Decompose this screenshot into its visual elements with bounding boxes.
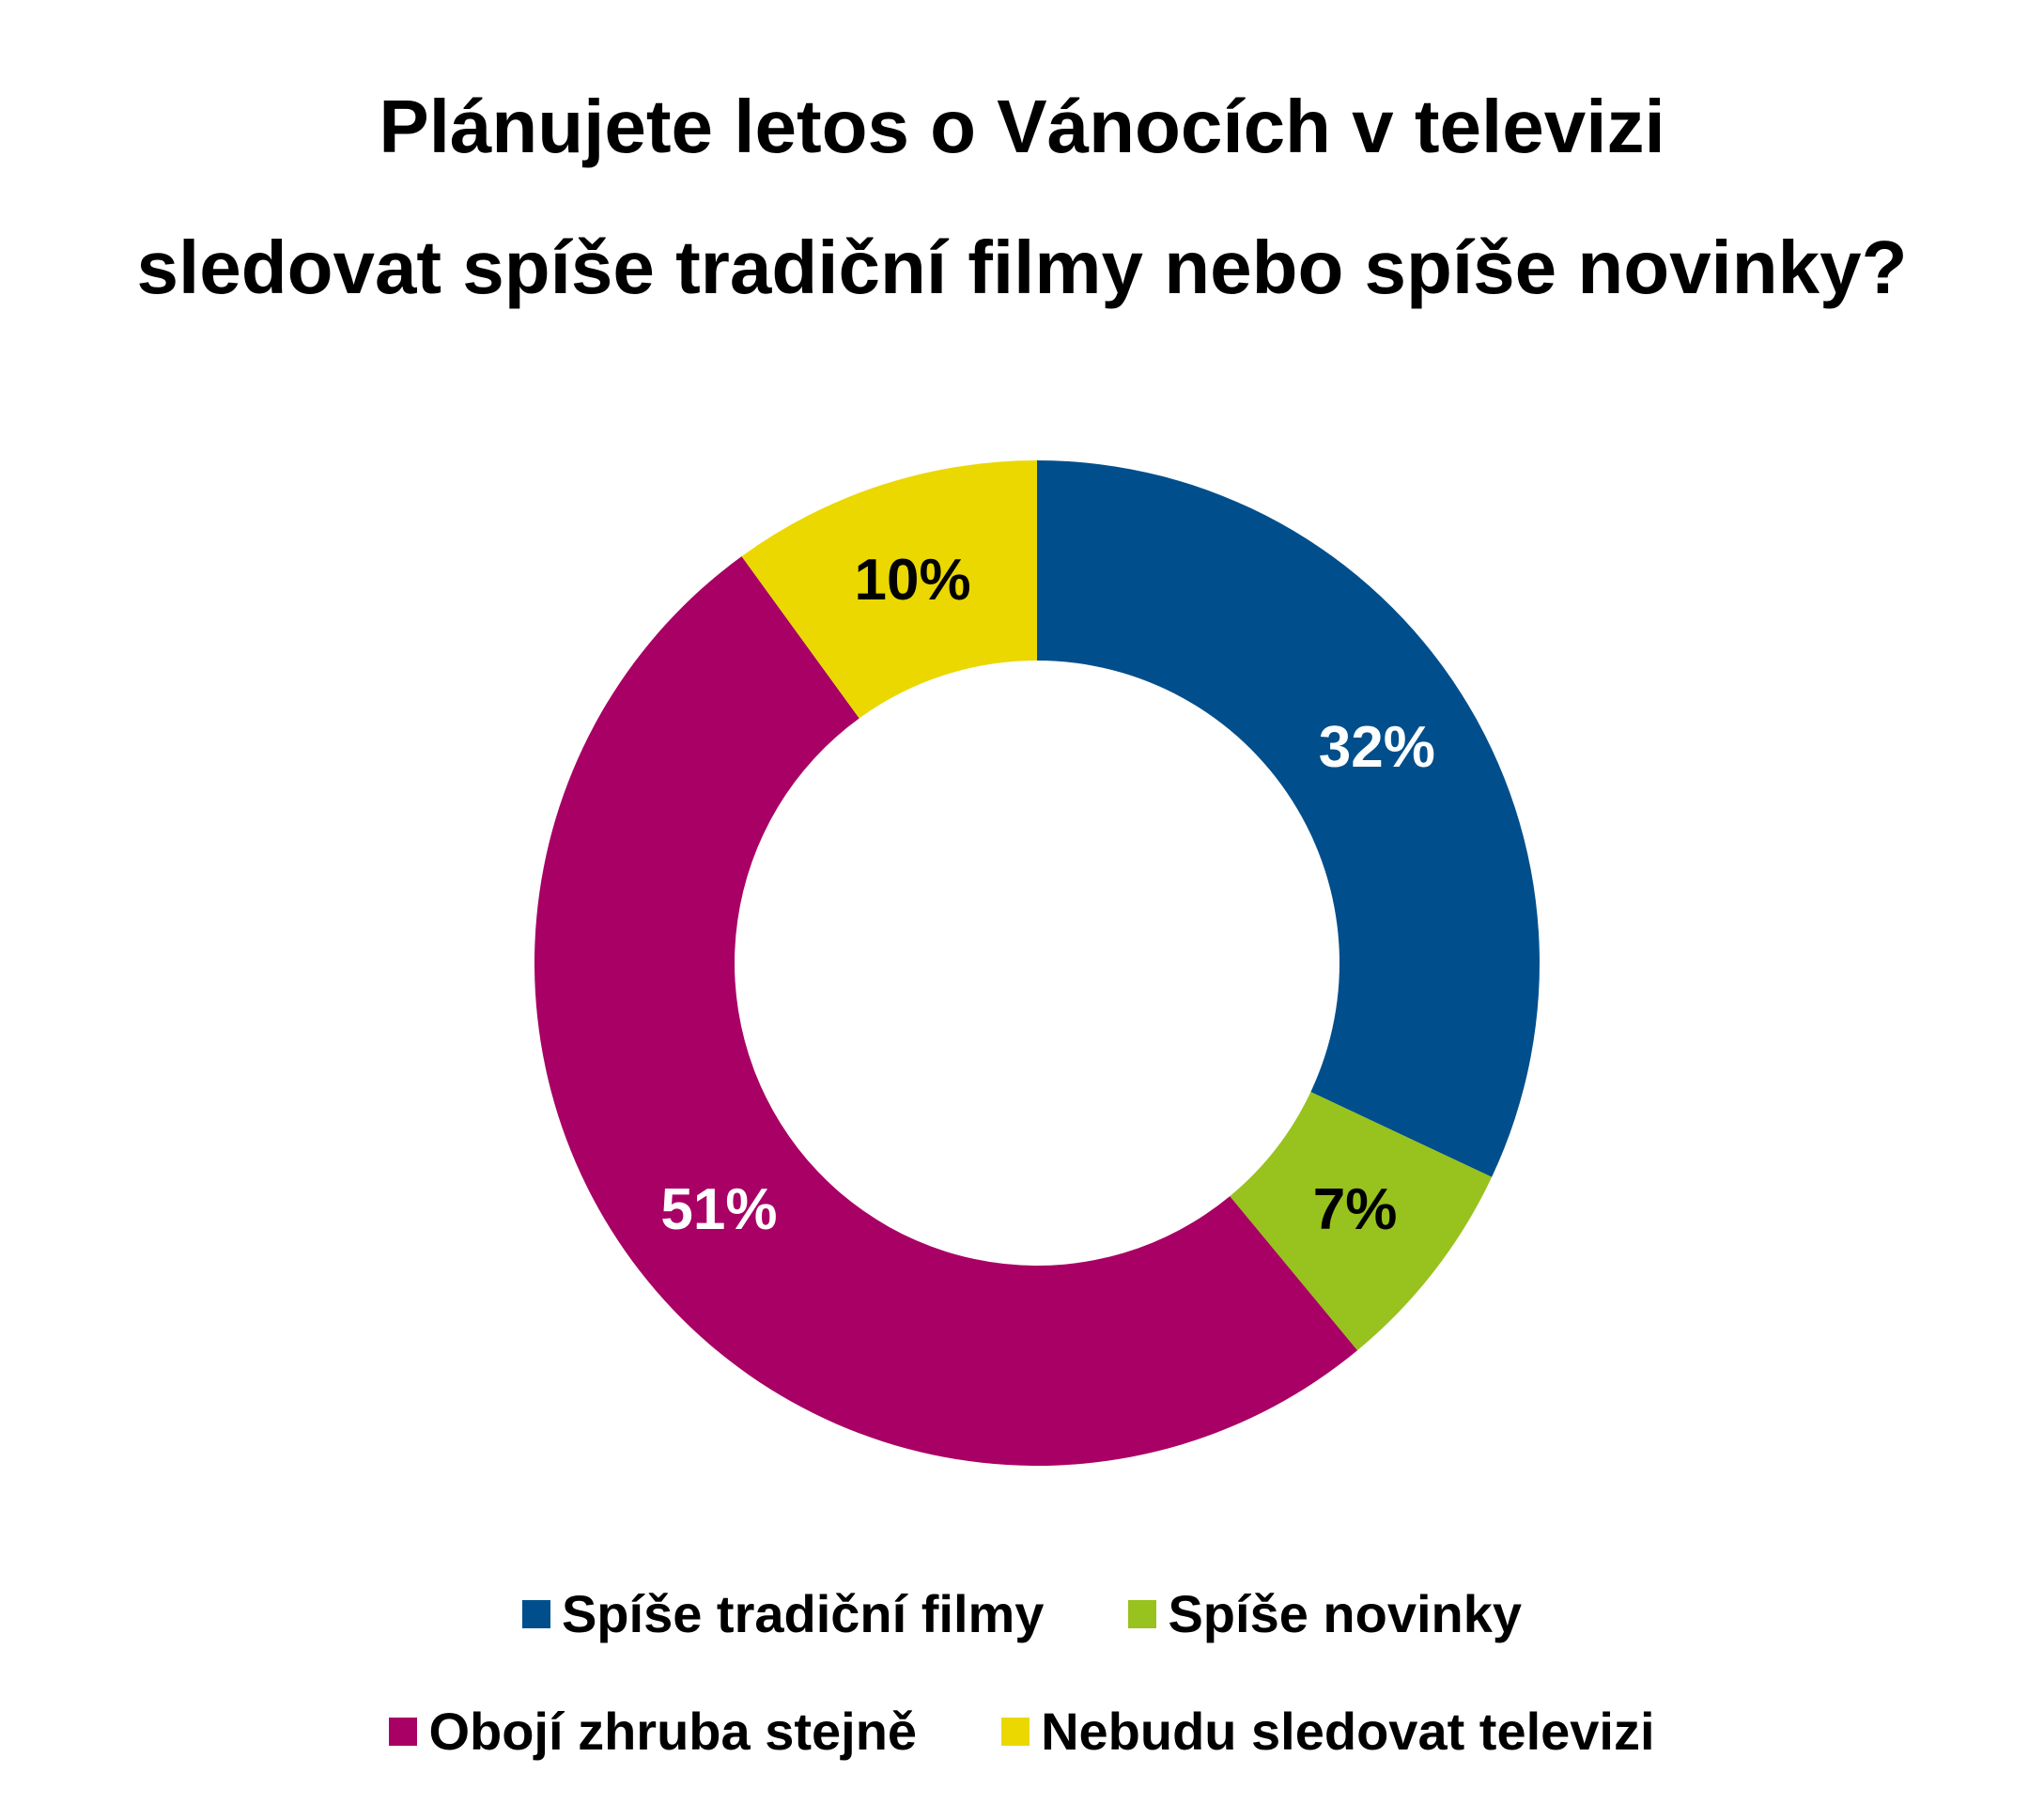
legend-label-nebudu-sledovat-televizi: Nebudu sledovat televizi: [1041, 1702, 1655, 1761]
legend-item-oboji-zhruba-stejne: Obojí zhruba stejně: [389, 1701, 917, 1762]
legend-swatch-spise-novinky: [1128, 1599, 1157, 1628]
chart-title-line-1: Plánujete letos o Vánocích v televizi: [379, 85, 1665, 168]
chart-title: Plánujete letos o Vánocích v televizi sl…: [0, 56, 2044, 338]
legend-swatch-oboji-zhruba-stejne: [389, 1717, 418, 1746]
legend-label-spise-novinky: Spíše novinky: [1168, 1584, 1523, 1643]
legend-item-spise-tradicni-filmy: Spíše tradiční filmy: [521, 1583, 1045, 1644]
donut-slice-oboji-zhruba-stejne: [534, 556, 1358, 1467]
legend-swatch-spise-tradicni-filmy: [521, 1599, 550, 1628]
legend-item-spise-novinky: Spíše novinky: [1128, 1583, 1522, 1644]
data-label-spise-novinky: 7%: [1313, 1177, 1398, 1242]
legend-label-oboji-zhruba-stejne: Obojí zhruba stejně: [428, 1702, 918, 1761]
chart-title-line-2: sledovat spíše tradiční filmy nebo spíše…: [136, 226, 1908, 309]
donut-slice-spise-tradicni-filmy: [1037, 460, 1540, 1177]
legend-swatch-nebudu-sledovat-televizi: [1001, 1717, 1030, 1746]
donut-slice-nebudu-sledovat-televizi: [741, 460, 1037, 719]
donut-slice-spise-novinky: [1230, 1092, 1493, 1351]
legend-row-2: Obojí zhruba stejně Nebudu sledovat tele…: [0, 1701, 2044, 1762]
legend-row-1: Spíše tradiční filmy Spíše novinky: [0, 1583, 2044, 1644]
legend-item-nebudu-sledovat-televizi: Nebudu sledovat televizi: [1001, 1701, 1655, 1762]
data-label-spise-tradicni-filmy: 32%: [1319, 715, 1435, 780]
data-label-nebudu-sledovat-televizi: 10%: [855, 548, 971, 613]
data-label-oboji-zhruba-stejne: 51%: [660, 1177, 777, 1242]
legend-label-spise-tradicni-filmy: Spíše tradiční filmy: [561, 1584, 1045, 1643]
